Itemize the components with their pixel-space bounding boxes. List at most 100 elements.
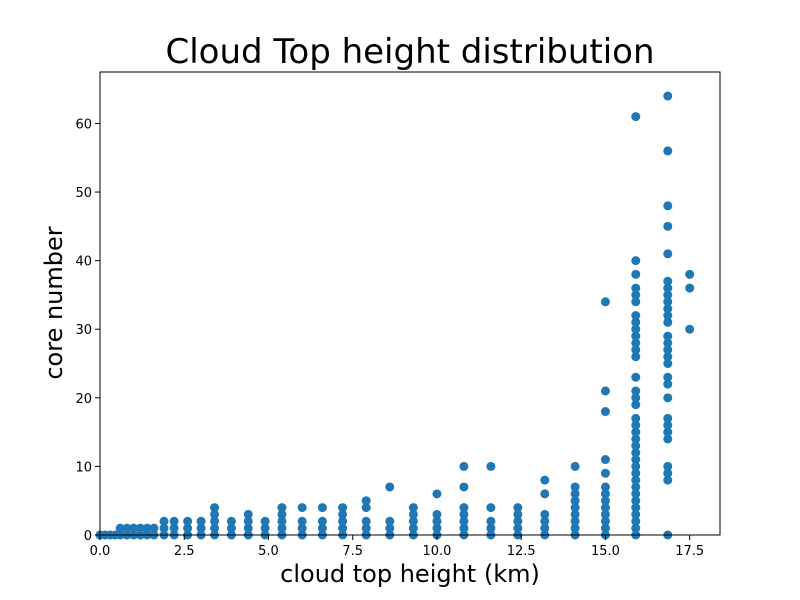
data-point [685,269,695,279]
data-point [631,372,641,382]
axes-frame [99,71,721,536]
data-point [513,516,523,526]
data-point [408,503,418,513]
data-point [169,516,179,526]
data-point [210,509,220,519]
data-point [432,516,442,526]
data-point [663,290,673,300]
data-point [631,317,641,327]
data-point [159,523,169,533]
data-point [600,468,610,478]
data-point [115,523,125,533]
data-point [663,221,673,231]
data-point [631,269,641,279]
data-point [631,400,641,410]
data-point [486,461,496,471]
data-point [663,434,673,444]
data-point [142,523,152,533]
data-point [338,509,348,519]
data-point [663,283,673,293]
data-point [631,468,641,478]
data-point [631,297,641,307]
data-point [570,509,580,519]
data-point [129,523,139,533]
data-point [631,516,641,526]
data-point [277,503,287,513]
data-point [631,290,641,300]
data-point [570,489,580,499]
x-tick-label: 12.5 [507,544,536,559]
data-point [631,324,641,334]
data-point [135,523,145,533]
data-point [663,297,673,307]
data-point [570,461,580,471]
data-point [122,523,132,533]
data-point [600,297,610,307]
data-point [600,523,610,533]
data-point [600,516,610,526]
y-axis-label: core number [40,226,68,379]
data-point [159,516,169,526]
data-point [540,516,550,526]
data-point [459,509,469,519]
y-tick-label: 0 [84,529,92,544]
data-point [317,503,327,513]
data-point [210,523,220,533]
data-point [169,523,179,533]
data-point [297,503,307,513]
data-point [277,516,287,526]
data-point [432,523,442,533]
data-point [663,359,673,369]
data-point [600,482,610,492]
data-point [361,516,371,526]
data-point [338,503,348,513]
data-point [361,503,371,513]
data-point [486,523,496,533]
data-point [297,523,307,533]
data-point [685,324,695,334]
x-axis-label: cloud top height (km) [280,560,540,588]
data-point [486,516,496,526]
data-point [631,420,641,430]
data-point [277,509,287,519]
data-point [338,523,348,533]
data-point [663,468,673,478]
data-point [338,516,348,526]
data-point [317,516,327,526]
x-tick-label: 5.0 [258,544,279,559]
data-point [226,523,236,533]
data-point [408,509,418,519]
data-point [631,256,641,266]
data-point [459,523,469,533]
data-point [459,461,469,471]
data-point [408,516,418,526]
data-point [663,420,673,430]
data-point [600,386,610,396]
data-point [631,523,641,533]
data-point [149,523,159,533]
data-point [570,503,580,513]
data-point [631,482,641,492]
x-tick-label: 2.5 [174,544,195,559]
data-point [600,503,610,513]
x-tick-label: 10.0 [422,544,451,559]
x-axis-ticks: 0.0 2.5 5.0 7.5 10.0 12.5 15.0 17.5 [90,535,704,559]
data-point [663,317,673,327]
data-point [663,146,673,156]
data-point [631,427,641,437]
data-point [631,503,641,513]
data-point [631,509,641,519]
data-point [570,516,580,526]
data-point [513,503,523,513]
data-point [631,434,641,444]
data-point [663,249,673,259]
y-tick-label: 60 [75,117,92,132]
data-point [663,427,673,437]
data-point [540,475,550,485]
data-point [663,311,673,321]
data-point [663,372,673,382]
data-point [317,523,327,533]
data-point [631,461,641,471]
data-point [260,523,270,533]
